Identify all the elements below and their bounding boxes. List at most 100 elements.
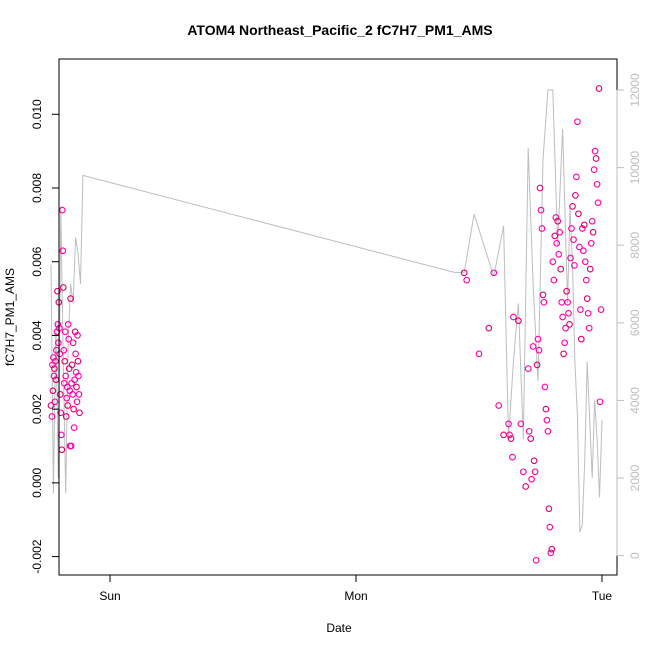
data-point — [571, 262, 578, 269]
data-point — [562, 324, 569, 332]
data-point — [62, 413, 70, 420]
data-point — [577, 306, 584, 313]
x-axis: Sun Mon Tue — [99, 574, 613, 603]
y-axis-right: 0 2000 4000 6000 8000 10000 12000 — [616, 73, 642, 559]
data-point — [581, 258, 589, 266]
data-point — [69, 391, 76, 398]
data-point — [563, 287, 570, 295]
data-point — [560, 350, 567, 358]
data-point — [59, 247, 67, 255]
data-point — [543, 416, 551, 424]
data-point — [522, 483, 530, 490]
data-point — [579, 247, 587, 255]
data-point — [551, 232, 559, 240]
data-point — [61, 328, 69, 336]
data-point — [572, 192, 579, 199]
data-point — [586, 265, 594, 273]
data-point — [582, 276, 590, 284]
data-point — [74, 357, 82, 365]
data-point — [547, 549, 555, 557]
x-tick-label: Tue — [592, 589, 613, 603]
data-point — [550, 276, 558, 284]
data-point — [50, 354, 57, 361]
data-point — [490, 269, 498, 277]
data-point — [75, 391, 83, 398]
data-point — [534, 335, 542, 343]
y-axis-label: fC7H7_PM1_AMS — [3, 268, 17, 366]
data-point — [544, 427, 552, 435]
data-point — [69, 339, 77, 347]
data-point — [584, 309, 592, 317]
data-point — [460, 269, 468, 277]
data-point — [542, 405, 550, 413]
y-right-tick-label: 6000 — [628, 309, 642, 336]
data-point — [506, 431, 513, 439]
data-point — [75, 372, 82, 380]
data-point — [580, 221, 588, 229]
data-point — [48, 413, 56, 420]
y-right-tick-label: 0 — [628, 552, 642, 559]
data-point — [541, 383, 549, 391]
data-point — [573, 173, 580, 181]
data-point — [70, 424, 78, 431]
series-points-layer — [47, 85, 605, 564]
y-right-tick-label: 2000 — [628, 464, 642, 491]
data-point — [67, 295, 74, 302]
data-point — [545, 505, 553, 513]
data-point — [54, 287, 61, 295]
data-point — [68, 379, 75, 387]
data-point — [574, 118, 581, 126]
data-point — [565, 309, 572, 317]
y-right-tick-label: 4000 — [628, 387, 642, 414]
series-line-layer — [50, 89, 603, 533]
data-point — [517, 420, 525, 428]
data-point — [553, 239, 561, 247]
data-point — [65, 365, 73, 372]
data-point — [507, 435, 515, 442]
data-point — [569, 203, 576, 210]
y-left-tick-label: 0.002 — [30, 394, 44, 424]
data-point — [509, 453, 516, 461]
data-point — [546, 523, 554, 531]
data-point — [49, 387, 57, 395]
plot-frame — [58, 58, 618, 576]
data-point — [557, 265, 565, 273]
y-left-tick-label: 0.010 — [30, 99, 44, 129]
data-point — [528, 475, 535, 483]
data-point — [554, 217, 562, 225]
data-point — [56, 350, 64, 358]
y-left-tick-label: -0.002 — [30, 539, 44, 573]
data-point — [70, 405, 77, 413]
data-point — [63, 394, 71, 402]
data-point — [525, 427, 533, 435]
data-point — [537, 206, 545, 214]
data-point — [575, 210, 582, 218]
data-point — [578, 225, 586, 232]
data-point — [510, 313, 517, 321]
data-point — [61, 357, 69, 365]
data-point — [475, 350, 483, 358]
data-point — [463, 276, 471, 284]
data-point — [595, 85, 603, 92]
data-point — [570, 236, 577, 243]
y-right-tick-label: 12000 — [628, 73, 642, 107]
data-point — [585, 324, 593, 332]
y-axis-left: -0.002 0.000 0.002 0.004 0.006 0.008 0.010 — [30, 99, 60, 574]
data-point — [596, 398, 604, 406]
x-tick-label: Sun — [99, 589, 120, 603]
y-left-tick-label: 0.000 — [30, 468, 44, 498]
data-point — [73, 398, 81, 406]
data-point — [538, 225, 546, 232]
data-point — [591, 147, 599, 155]
data-point — [566, 321, 573, 328]
data-point — [559, 313, 566, 321]
data-point — [62, 372, 70, 380]
data-point — [72, 350, 79, 358]
data-point — [531, 468, 539, 476]
data-point — [59, 284, 67, 291]
data-point — [67, 442, 75, 450]
data-point — [50, 372, 58, 380]
data-point — [564, 298, 571, 306]
data-point — [58, 446, 66, 454]
y-left-tick-label: 0.004 — [30, 320, 44, 350]
